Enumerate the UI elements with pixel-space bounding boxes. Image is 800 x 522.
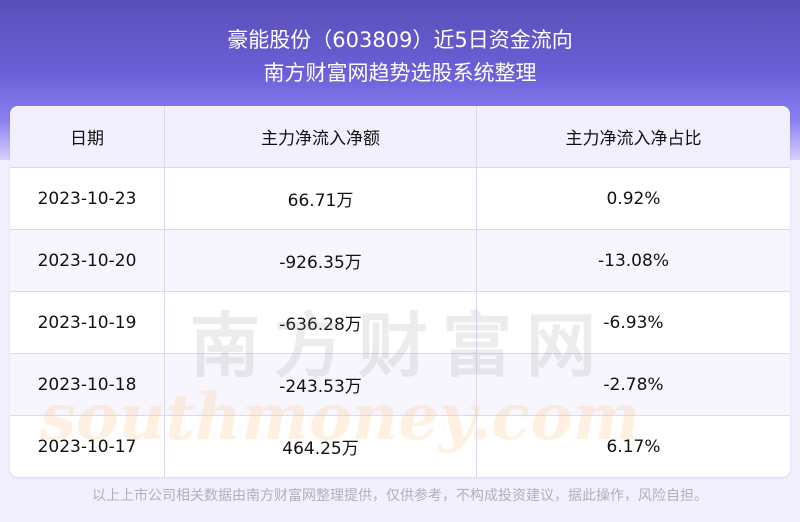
table-row: 2023-10-18 -243.53万 -2.78% — [10, 354, 790, 416]
net-ratio-cell: -13.08% — [598, 250, 669, 271]
net-amount-cell: 464.25万 — [165, 416, 477, 477]
disclaimer-footer: 以上上市公司相关数据由南方财富网整理提供，仅供参考，不构成投资建议，据此操作，风… — [92, 488, 708, 504]
fund-flow-table: 日期 主力净流入净额 主力净流入净占比 2023-10-23 66.71万 0.… — [10, 106, 790, 477]
page-title: 豪能股份（603809）近5日资金流向 — [227, 28, 573, 52]
net-amount-cell: -243.53万 — [165, 354, 477, 415]
net-ratio-cell: -2.78% — [603, 374, 664, 395]
net-ratio-cell: 0.92% — [606, 188, 661, 209]
table-row: 2023-10-23 66.71万 0.92% — [10, 168, 790, 230]
table-row: 2023-10-20 -926.35万 -13.08% — [10, 230, 790, 292]
net-ratio-cell: 6.17% — [606, 436, 661, 457]
column-header-net-ratio: 主力净流入净占比 — [565, 129, 702, 149]
table-row: 2023-10-19 -636.28万 -6.93% — [10, 292, 790, 354]
table-header-row: 日期 主力净流入净额 主力净流入净占比 — [10, 106, 790, 168]
table-row: 2023-10-17 464.25万 6.17% — [10, 416, 790, 477]
date-cell: 2023-10-18 — [10, 354, 165, 415]
column-header-net-amount: 主力净流入净额 — [165, 106, 477, 167]
column-header-date: 日期 — [10, 106, 165, 167]
date-cell: 2023-10-20 — [10, 230, 165, 291]
date-cell: 2023-10-23 — [10, 168, 165, 229]
date-cell: 2023-10-19 — [10, 292, 165, 353]
date-cell: 2023-10-17 — [10, 416, 165, 477]
net-ratio-cell: -6.93% — [603, 312, 664, 333]
net-amount-cell: -636.28万 — [165, 292, 477, 353]
net-amount-cell: 66.71万 — [165, 168, 477, 229]
net-amount-cell: -926.35万 — [165, 230, 477, 291]
page-subtitle: 南方财富网趋势选股系统整理 — [263, 61, 537, 85]
